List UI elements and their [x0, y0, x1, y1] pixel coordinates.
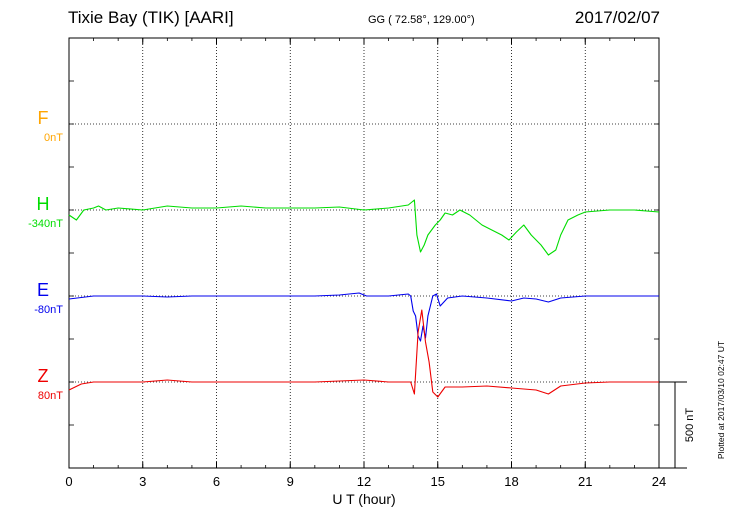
x-tick-label: 12	[357, 474, 371, 489]
trace-z	[68, 309, 659, 398]
series-label-h: H	[37, 194, 50, 214]
series-baseline-z: 80nT	[38, 390, 63, 402]
x-tick-label: 9	[287, 474, 294, 489]
series-baseline-h: -340nT	[28, 218, 63, 230]
plot-frame	[68, 37, 660, 469]
scale-bar-label: 500 nT	[684, 408, 696, 443]
x-tick-label: 6	[213, 474, 220, 489]
plotted-at-note: Plotted at 2017/03/10 02:47 UT	[716, 341, 726, 459]
series-label-f: F	[38, 108, 49, 128]
x-tick-label: 21	[578, 474, 592, 489]
geographic-coordinates: GG ( 72.58°, 129.00°)	[368, 14, 475, 26]
x-tick-label: 18	[504, 474, 518, 489]
x-tick-label: 24	[652, 474, 666, 489]
series-label-z: Z	[38, 366, 49, 386]
series-baseline-e: -80nT	[34, 304, 63, 316]
series-label-e: E	[37, 280, 49, 300]
x-tick-label: 0	[65, 474, 72, 489]
x-tick-label: 15	[431, 474, 445, 489]
station-title: Tixie Bay (TIK) [AARI]	[68, 8, 234, 27]
x-axis-label: U T (hour)	[332, 491, 395, 507]
series-baseline-f: 0nT	[44, 132, 63, 144]
trace-h	[68, 199, 660, 256]
x-tick-label: 3	[139, 474, 146, 489]
plot-date: 2017/02/07	[574, 8, 660, 27]
